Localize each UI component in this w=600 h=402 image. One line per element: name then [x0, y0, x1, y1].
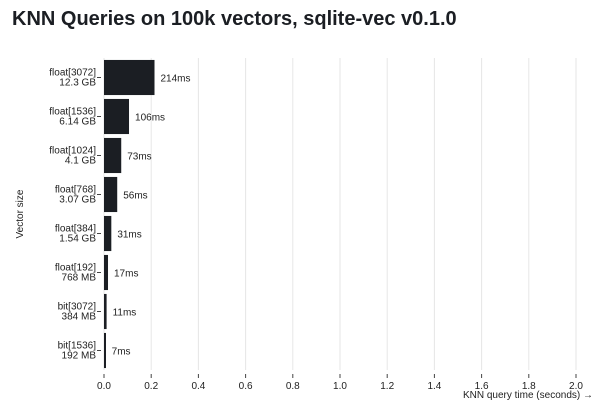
y-tick-label: float[3072]	[49, 68, 96, 79]
bar	[104, 176, 118, 213]
y-tick-sublabel: 6.14 GB	[59, 117, 96, 128]
data-label: 106ms	[135, 113, 165, 124]
data-label: 56ms	[123, 191, 147, 202]
y-axis-label: Vector size	[15, 189, 26, 238]
x-tick-label: 0.8	[286, 381, 300, 392]
data-label: 17ms	[114, 269, 138, 280]
x-tick-label: 1.8	[522, 381, 536, 392]
y-tick-label: bit[1536]	[58, 341, 97, 352]
bar	[104, 215, 112, 252]
y-tick-sublabel: 192 MB	[62, 351, 97, 362]
x-tick-label: 1.2	[380, 381, 394, 392]
y-tick-label: float[1024]	[49, 146, 96, 157]
bar	[104, 293, 107, 330]
y-tick-sublabel: 384 MB	[62, 312, 97, 323]
bar	[104, 332, 106, 369]
data-label: 214ms	[161, 74, 191, 85]
y-tick-sublabel: 768 MB	[62, 273, 97, 284]
bar	[104, 254, 109, 291]
bar	[104, 98, 130, 135]
y-tick-sublabel: 1.54 GB	[59, 234, 96, 245]
y-tick-label: float[192]	[55, 263, 96, 274]
data-label: 31ms	[117, 230, 141, 241]
y-tick-label: float[768]	[55, 185, 96, 196]
x-tick-label: 0.2	[144, 381, 158, 392]
bar	[104, 137, 122, 174]
x-tick-label: 1.6	[475, 381, 489, 392]
y-tick-sublabel: 3.07 GB	[59, 195, 96, 206]
x-tick-label: 0.6	[239, 381, 253, 392]
y-tick-label: float[384]	[55, 224, 96, 235]
bar	[104, 59, 155, 96]
x-tick-label: 0.4	[191, 381, 205, 392]
data-label: 7ms	[112, 347, 131, 358]
data-label: 73ms	[127, 152, 151, 163]
y-tick-label: float[1536]	[49, 107, 96, 118]
y-tick-label: bit[3072]	[58, 302, 97, 313]
x-tick-label: 0.0	[97, 381, 111, 392]
data-label: 11ms	[113, 308, 137, 319]
chart-title: KNN Queries on 100k vectors, sqlite-vec …	[12, 8, 457, 30]
y-tick-sublabel: 4.1 GB	[65, 156, 96, 167]
x-tick-label: 2.0	[569, 381, 583, 392]
x-tick-label: 1.0	[333, 381, 347, 392]
x-axis-label: KNN query time (seconds) →	[463, 390, 593, 401]
x-tick-label: 1.4	[427, 381, 441, 392]
y-tick-sublabel: 12.3 GB	[59, 78, 96, 89]
